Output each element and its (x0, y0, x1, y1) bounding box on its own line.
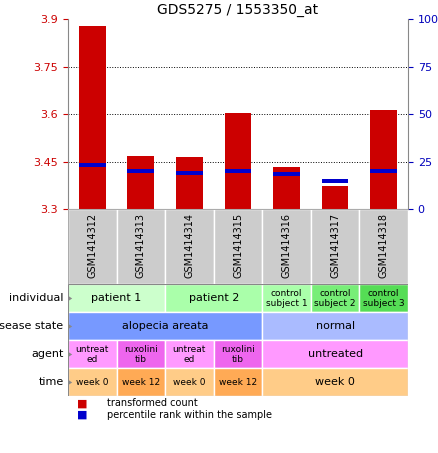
Title: GDS5275 / 1553350_at: GDS5275 / 1553350_at (157, 3, 318, 17)
Bar (322, 186, 349, 209)
Bar (68, 341, 117, 368)
Text: untreated: untreated (307, 349, 363, 360)
Polygon shape (68, 296, 72, 301)
Bar (214, 341, 262, 368)
Bar (117, 341, 165, 368)
Text: GSM1414315: GSM1414315 (233, 213, 243, 278)
Bar (165, 341, 214, 368)
Bar (262, 209, 311, 284)
Text: ■: ■ (77, 410, 87, 419)
Bar (117, 368, 165, 396)
Text: ruxolini
tib: ruxolini tib (221, 345, 255, 364)
Bar (311, 209, 360, 284)
Bar (262, 341, 408, 368)
Text: GSM1414314: GSM1414314 (184, 213, 194, 278)
Polygon shape (68, 352, 72, 357)
Bar (371, 110, 397, 209)
Bar (117, 209, 165, 284)
Bar (273, 173, 300, 176)
Bar (311, 284, 360, 313)
Bar (360, 284, 408, 313)
Bar (176, 157, 203, 209)
Bar (127, 169, 154, 173)
Bar (262, 313, 408, 341)
Text: patient 2: patient 2 (188, 294, 239, 304)
Text: patient 1: patient 1 (92, 294, 142, 304)
Text: untreat
ed: untreat ed (173, 345, 206, 364)
Text: control
subject 3: control subject 3 (363, 289, 405, 308)
Bar (371, 169, 397, 173)
Text: week 0: week 0 (173, 378, 206, 387)
Bar (127, 156, 154, 209)
Text: disease state: disease state (0, 322, 64, 332)
Bar (68, 368, 117, 396)
Polygon shape (68, 324, 72, 329)
Text: percentile rank within the sample: percentile rank within the sample (107, 410, 272, 419)
Bar (225, 169, 251, 173)
Bar (165, 209, 214, 284)
Bar (79, 163, 106, 167)
Bar (165, 368, 214, 396)
Text: normal: normal (316, 322, 355, 332)
Text: untreat
ed: untreat ed (76, 345, 109, 364)
Bar (214, 209, 262, 284)
Bar (273, 167, 300, 209)
Text: agent: agent (31, 349, 64, 360)
Text: GSM1414318: GSM1414318 (379, 213, 389, 278)
Text: GSM1414312: GSM1414312 (87, 213, 97, 278)
Bar (225, 113, 251, 209)
Text: ■: ■ (77, 398, 87, 408)
Bar (165, 284, 262, 313)
Bar (360, 209, 408, 284)
Bar (176, 171, 203, 175)
Text: transformed count: transformed count (107, 398, 198, 408)
Text: GSM1414313: GSM1414313 (136, 213, 146, 278)
Bar (262, 284, 311, 313)
Text: alopecia areata: alopecia areata (122, 322, 208, 332)
Bar (322, 179, 349, 183)
Polygon shape (68, 380, 72, 385)
Text: week 12: week 12 (122, 378, 160, 387)
Text: week 0: week 0 (76, 378, 109, 387)
Bar (68, 284, 165, 313)
Text: control
subject 2: control subject 2 (314, 289, 356, 308)
Bar (214, 368, 262, 396)
Bar (68, 313, 262, 341)
Text: ruxolini
tib: ruxolini tib (124, 345, 158, 364)
Bar (79, 26, 106, 209)
Bar (68, 209, 117, 284)
Bar (262, 368, 408, 396)
Text: week 12: week 12 (219, 378, 257, 387)
Text: week 0: week 0 (315, 377, 355, 387)
Text: individual: individual (9, 294, 64, 304)
Text: control
subject 1: control subject 1 (266, 289, 307, 308)
Text: GSM1414317: GSM1414317 (330, 213, 340, 278)
Text: time: time (39, 377, 64, 387)
Text: GSM1414316: GSM1414316 (282, 213, 292, 278)
